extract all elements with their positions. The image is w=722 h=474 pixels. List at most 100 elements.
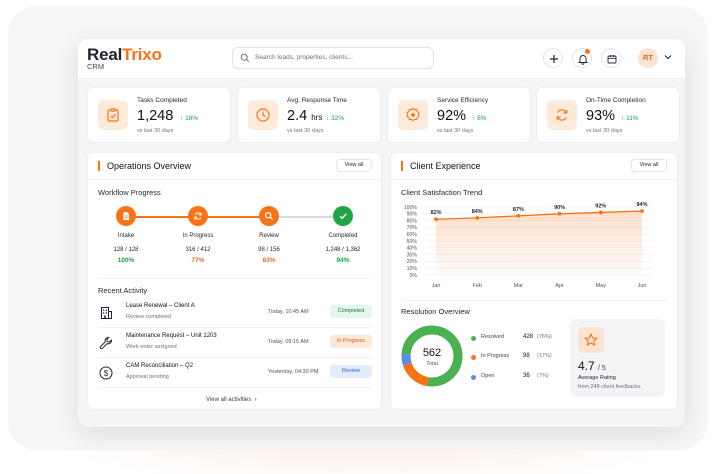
stat-card-service-efficiency[interactable]: Service Efficiency 92% ↑ 8% vs last 30 d…: [387, 87, 531, 143]
activity-subtitle: Review completed: [126, 314, 171, 320]
activity-row[interactable]: $ CAM Reconciliation – Q2 Approval pendi…: [98, 361, 372, 387]
activity-row[interactable]: Lease Renewal – Client A Review complete…: [98, 301, 372, 327]
trend-line: [435, 210, 643, 220]
client-experience-view-all-button[interactable]: View all: [631, 159, 667, 172]
workflow-progress-title: Workflow Progress: [98, 188, 161, 197]
legend-value: 36: [523, 373, 530, 379]
stat-card-tasks-completed[interactable]: Tasks Completed 1,248 ↑ 18% vs last 30 d…: [87, 87, 231, 143]
x-tick-label: Jun: [638, 283, 647, 289]
data-label: 92%: [595, 203, 606, 209]
activity-title: Lease Renewal – Client A: [126, 303, 195, 309]
stat-title: Avg. Response Time: [287, 97, 347, 104]
operations-title: Operations Overview: [98, 161, 191, 171]
divider: [98, 387, 371, 388]
legend-value: 428: [523, 334, 534, 340]
building-icon: [101, 307, 112, 319]
stat-card-on-time-completion[interactable]: On-Time Completion 93% ↑ 11% vs last 30 …: [536, 87, 680, 143]
satisfaction-trend-chart: 0%10%20%30%40%50%60%70%80%90%100%Jan Feb M…: [404, 202, 653, 289]
legend-item-in-progress: In Progress 98 (17%): [471, 353, 561, 363]
rating-subtitle: from 248 client feedbacks: [578, 384, 641, 390]
chevron-down-icon[interactable]: [664, 54, 672, 60]
award-badge-icon: [406, 107, 420, 122]
y-tick-label: 90%: [407, 212, 418, 218]
divider: [98, 278, 371, 279]
status-badge: Completed: [330, 305, 372, 318]
legend-dot: [471, 355, 476, 360]
arrow-up-icon: ↑: [472, 115, 476, 122]
stat-value-number: 92%: [437, 108, 467, 124]
stat-value-unit: hrs: [311, 113, 323, 122]
dollar-icon: $: [99, 366, 113, 380]
operations-overview-panel: Operations Overview View all Workflow Pr…: [87, 152, 382, 410]
legend-label: Resolved: [481, 334, 504, 340]
legend-value: 98: [523, 353, 530, 359]
x-tick-label: Mar: [514, 283, 524, 289]
area-fill: [436, 211, 642, 275]
rating-number: 4.7: [578, 359, 595, 373]
calendar-button[interactable]: [601, 48, 621, 68]
workflow-step-count: 316 / 412: [185, 247, 211, 253]
view-all-activities-link[interactable]: View all activities ›: [206, 397, 257, 403]
workflow-step-count: 98 / 156: [258, 247, 280, 253]
divider: [98, 357, 371, 358]
stat-icon-box: [248, 100, 278, 130]
workflow-step-completed[interactable]: [333, 206, 353, 226]
stat-delta: ↑ 8%: [472, 115, 486, 122]
data-label: 90%: [554, 205, 565, 211]
activity-time: Yesterday, 04:30 PM: [268, 369, 319, 375]
sync-icon: [194, 212, 202, 220]
stat-delta-value: 11%: [626, 115, 639, 122]
activity-row[interactable]: Maintenance Request – Unit 1203 Work ord…: [98, 331, 372, 357]
data-point: [640, 209, 644, 213]
arrow-down-icon: ↓: [326, 115, 330, 122]
data-point: [434, 217, 438, 222]
stat-delta-value: 32%: [331, 115, 345, 122]
stat-delta: ↑ 11%: [621, 115, 639, 122]
operations-view-all-button[interactable]: View all: [336, 159, 372, 172]
resolution-total: 562: [422, 347, 442, 359]
y-tick-label: 70%: [407, 225, 418, 231]
x-tick-label: Jan: [432, 283, 441, 289]
workflow-step-percent: 94%: [336, 257, 350, 264]
search-icon: [264, 211, 274, 221]
workflow-step-intake[interactable]: [116, 206, 136, 226]
stat-title: Service Efficiency: [437, 97, 489, 104]
y-tick-label: 60%: [407, 232, 418, 238]
rating-label: Average Rating: [578, 375, 616, 381]
legend-percent: (7%): [537, 373, 549, 379]
add-button[interactable]: [543, 48, 563, 68]
notifications-button[interactable]: [572, 48, 592, 68]
refresh-icon: [556, 109, 568, 121]
rating-icon-box: [578, 327, 604, 353]
donut-slice: [401, 325, 463, 387]
user-avatar[interactable]: RT: [638, 48, 658, 68]
activity-title: Maintenance Request – Unit 1203: [126, 333, 217, 339]
x-tick-label: May: [596, 283, 607, 289]
legend-dot: [471, 375, 476, 380]
stat-subtitle: vs last 30 days: [287, 128, 324, 134]
y-tick-label: 20%: [407, 259, 418, 265]
workflow-step-in-progress[interactable]: [188, 206, 208, 226]
workflow-step-percent: 77%: [191, 257, 205, 264]
logo-subtitle: CRM: [87, 62, 105, 71]
data-point: [516, 213, 521, 218]
stat-value: 2.4 hrs: [287, 108, 322, 124]
legend-dot: [471, 336, 476, 341]
activity-time: Today, 10:45 AM: [268, 309, 309, 315]
rating-value: 4.7 / 5: [578, 359, 606, 373]
stat-card-avg-response-time[interactable]: Avg. Response Time 2.4 hrs ↓ 32% vs last…: [237, 87, 381, 143]
top-bar: RealTrixo CRM Search leads, properties, …: [78, 39, 685, 79]
divider: [98, 327, 371, 328]
star-icon: [584, 333, 598, 347]
search-input[interactable]: Search leads, properties, clients...: [232, 47, 434, 69]
stat-icon-box: [398, 100, 428, 130]
legend-item-resolved: Resolved 428 (76%): [471, 334, 561, 344]
logo[interactable]: RealTrixo: [87, 45, 162, 65]
clipboard-check-icon: [107, 108, 119, 122]
legend-percent: (76%): [537, 334, 552, 340]
average-rating-card[interactable]: 4.7 / 5 Average Rating from 248 client f…: [570, 319, 665, 397]
workflow-step-review[interactable]: [259, 206, 279, 226]
stat-delta: ↑ 18%: [180, 115, 198, 122]
stat-value: 1,248: [137, 108, 173, 124]
chevron-right-icon: ›: [254, 397, 257, 403]
